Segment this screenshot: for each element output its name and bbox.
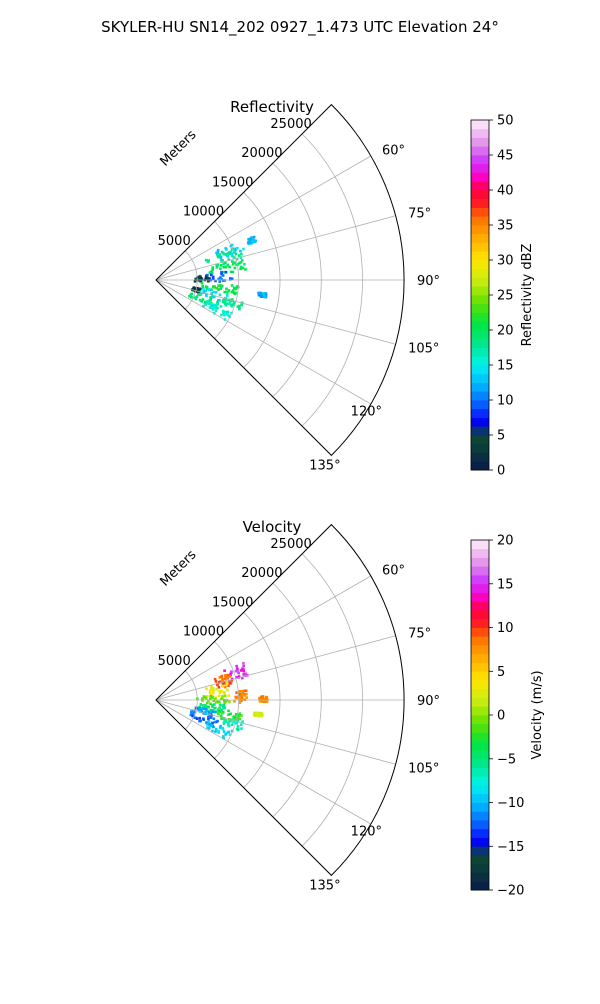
reflectivity-colorbar-tick-label: 45 <box>497 149 514 164</box>
reflectivity-range-tick-label: 25000 <box>270 117 311 132</box>
reflectivity-colorbar-tick-label: 5 <box>497 429 505 444</box>
velocity-colorbar-tick-label: 5 <box>497 665 505 680</box>
velocity-azimuth-tick-label: 75° <box>408 626 431 641</box>
velocity-range-ring <box>214 641 240 759</box>
velocity-range-ring <box>272 582 322 818</box>
reflectivity-radial-axis-label: Meters <box>158 127 200 169</box>
velocity-azimuth-tick-label: 105° <box>408 762 439 777</box>
reflectivity-azimuth-tick-label: 120° <box>351 405 382 420</box>
velocity-colorbar-tick-label: 0 <box>497 709 505 724</box>
reflectivity-azimuth-tick-label: 105° <box>408 342 439 357</box>
reflectivity-frame <box>155 103 405 457</box>
velocity-range-tick-label: 25000 <box>270 537 311 552</box>
reflectivity-azimuth-tick-label: 90° <box>417 274 440 289</box>
velocity-colorbar-tick-label: 20 <box>497 534 514 549</box>
reflectivity-colorbar-tick-label: 35 <box>497 219 514 234</box>
reflectivity-range-tick-label: 15000 <box>212 175 253 190</box>
reflectivity-echo-region <box>208 261 247 275</box>
reflectivity-echo-region <box>247 235 258 245</box>
reflectivity-range-tick-label: 5000 <box>158 234 191 249</box>
reflectivity-range-ring <box>272 162 322 398</box>
reflectivity-echo-region <box>193 275 210 283</box>
velocity-colorbar-tick-label: −20 <box>497 884 524 899</box>
reflectivity-colorbar-tick-label: 25 <box>497 289 514 304</box>
velocity-range-tick-label: 10000 <box>183 625 224 640</box>
reflectivity-azimuth-tick-label: 60° <box>382 144 405 159</box>
reflectivity-range-ring <box>214 221 240 339</box>
reflectivity-colorbar-tick-label: 10 <box>497 394 514 409</box>
velocity-azimuth-tick-label: 135° <box>309 879 340 894</box>
reflectivity-echo-region <box>257 291 268 299</box>
velocity-echo-region <box>223 661 249 683</box>
reflectivity-colorbar <box>470 119 490 471</box>
velocity-range-ring <box>184 670 198 730</box>
reflectivity-grid <box>155 133 404 456</box>
reflectivity-echoes <box>188 235 268 321</box>
reflectivity-range-ring <box>301 133 363 427</box>
reflectivity-azimuth-ticks: 60° 75° 90° 105° 120° 135° <box>309 144 440 474</box>
reflectivity-range-tick-label: 10000 <box>183 205 224 220</box>
velocity-azimuth-tick-label: 90° <box>417 694 440 709</box>
velocity-colorbar-tick-label: −10 <box>497 796 524 811</box>
velocity-echo-region <box>205 720 234 740</box>
figure-suptitle: SKYLER-HU SN14_202 0927_1.473 UTC Elevat… <box>101 18 499 37</box>
velocity-range-tick-label: 15000 <box>212 595 253 610</box>
velocity-sector-outline <box>155 523 405 877</box>
velocity-azimuth-tick-label: 120° <box>351 825 382 840</box>
velocity-colorbar-ticks: −20 −15 −10 −5 0 5 10 15 20 <box>489 534 524 899</box>
reflectivity-colorbar-tick-label: 30 <box>497 254 514 269</box>
velocity-frame <box>155 523 405 877</box>
velocity-echo-region <box>233 689 249 704</box>
velocity-radial-axis-label: Meters <box>158 547 200 589</box>
reflectivity-range-tick-label: 20000 <box>241 146 282 161</box>
reflectivity-echo-region <box>200 282 240 296</box>
velocity-range-ring <box>243 612 281 788</box>
velocity-colorbar-tick-label: −15 <box>497 840 524 855</box>
reflectivity-colorbar-tick-label: 20 <box>497 324 514 339</box>
reflectivity-range-ticks: 5000 10000 15000 20000 25000 <box>158 117 312 249</box>
reflectivity-azimuth-tick-label: 135° <box>309 459 340 474</box>
velocity-colorbar-tick-label: 15 <box>497 577 514 592</box>
velocity-range-tick-label: 20000 <box>241 566 282 581</box>
velocity-colorbar-tick-label: 10 <box>497 621 514 636</box>
velocity-panel: Velocity Meters 5000 10000 15000 20000 25000… <box>155 518 545 899</box>
velocity-range-tick-label: 5000 <box>158 654 191 669</box>
velocity-azimuth-ticks: 60° 75° 90° 105° 120° 135° <box>309 564 440 894</box>
reflectivity-colorbar-tick-label: 50 <box>497 114 514 129</box>
velocity-range-ticks: 5000 10000 15000 20000 25000 <box>158 537 312 669</box>
velocity-colorbar <box>470 539 490 891</box>
velocity-colorbar-label: Velocity (m/s) <box>530 670 545 759</box>
reflectivity-colorbar-label: Reflectivity dBZ <box>520 244 535 347</box>
reflectivity-title: Reflectivity <box>230 98 314 116</box>
velocity-range-ring <box>301 553 363 847</box>
reflectivity-colorbar-tick-label: 40 <box>497 184 514 199</box>
reflectivity-sector-outline <box>155 103 405 457</box>
velocity-colorbar-tick-label: −5 <box>497 752 516 767</box>
velocity-echo-region <box>252 711 264 718</box>
reflectivity-colorbar-tick-label: 0 <box>497 464 505 479</box>
reflectivity-panel: Reflectivity Meters 5000 10000 15000 20000 2… <box>155 98 535 479</box>
reflectivity-azimuth-tick-label: 75° <box>408 206 431 221</box>
reflectivity-range-ring <box>184 250 198 310</box>
velocity-azimuth-tick-label: 60° <box>382 564 405 579</box>
reflectivity-colorbar-tick-label: 15 <box>497 359 514 374</box>
reflectivity-range-ring <box>243 192 281 368</box>
reflectivity-colorbar-ticks: 0 5 10 15 20 25 30 35 40 45 50 <box>489 114 514 479</box>
velocity-echo-region <box>258 695 269 704</box>
velocity-title: Velocity <box>243 518 302 536</box>
